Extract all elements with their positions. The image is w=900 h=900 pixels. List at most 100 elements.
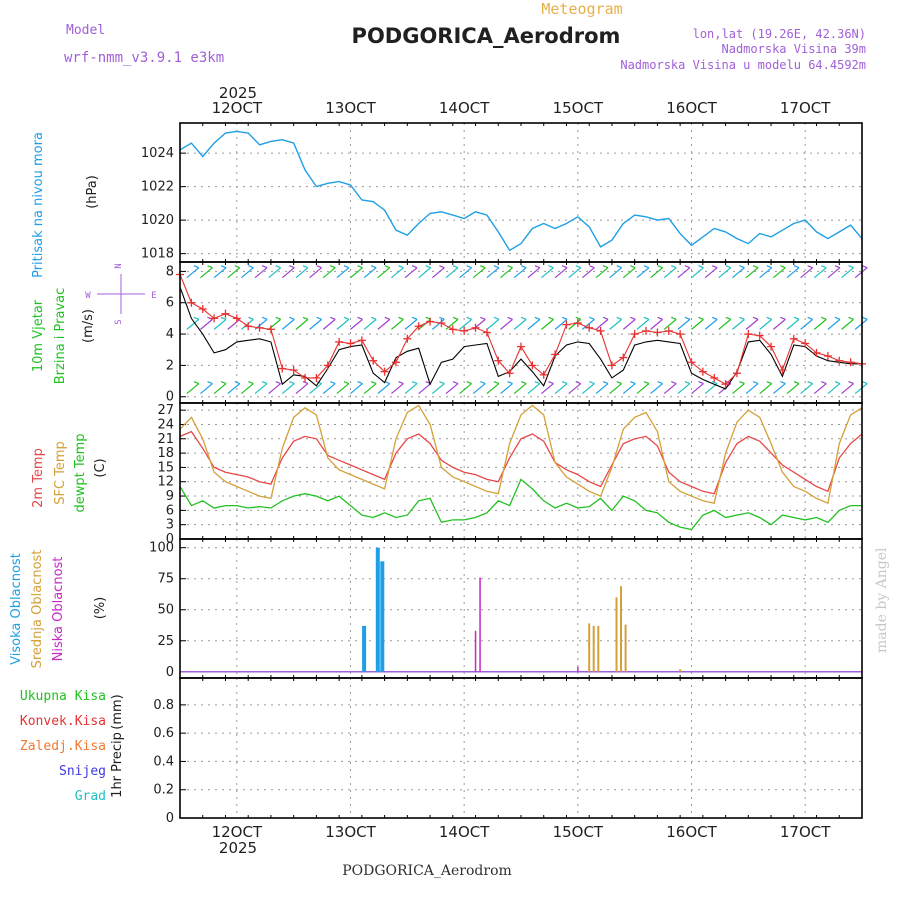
- wind-barb: [452, 316, 459, 320]
- x-tick-label-bottom: 14OCT: [439, 823, 490, 841]
- wind-barb: [302, 316, 309, 320]
- wind-barb: [561, 381, 568, 385]
- wind-barb: [261, 381, 268, 385]
- precip-ylabel: 1hr Precip: [110, 732, 125, 798]
- wind-barb: [827, 318, 841, 330]
- wind-barb: [725, 265, 732, 269]
- y-tick-label: 4: [166, 327, 174, 342]
- wind-barb: [609, 318, 623, 330]
- wind-barb: [336, 318, 350, 330]
- temp-ylabel-3: dewpt Temp: [73, 433, 88, 512]
- wind-barb: [786, 383, 800, 395]
- wind-barb: [363, 383, 377, 395]
- wind-barb: [541, 318, 554, 330]
- wind-barb: [541, 267, 554, 279]
- model-elevation: Nadmorska Visina u modelu 64.4592m: [620, 58, 866, 72]
- wind-barb: [493, 381, 500, 385]
- wind-barb: [636, 267, 650, 279]
- wind-ylabel-2: Brzina i Pravac: [53, 288, 68, 385]
- wind-barb: [841, 383, 854, 395]
- wind-barb: [704, 383, 718, 395]
- wind-barb: [240, 267, 254, 279]
- y-tick-label: 25: [157, 634, 174, 649]
- wind-barb: [766, 265, 772, 269]
- wind-barb: [411, 381, 418, 385]
- wind-barb: [752, 381, 759, 385]
- cloud-bar: [474, 630, 477, 672]
- wind-barb: [289, 381, 295, 385]
- wind-barb: [309, 383, 322, 395]
- credit-text: made by Angel: [874, 547, 890, 653]
- wind-unit: (m/s): [81, 309, 96, 343]
- wind-barb: [534, 265, 541, 269]
- wind-barb: [472, 383, 486, 395]
- wind-barb: [431, 318, 445, 330]
- wind-barb: [766, 381, 772, 385]
- wind-barb: [548, 316, 554, 320]
- wind-barb: [357, 316, 363, 320]
- wind-barb: [813, 383, 827, 395]
- wind-barb: [520, 381, 527, 385]
- wind-barb: [807, 381, 813, 385]
- y-tick-label: 12: [157, 475, 174, 490]
- wind-barb: [589, 265, 595, 269]
- wind-barb: [691, 267, 704, 279]
- wind-barb: [575, 316, 581, 320]
- legend-grad: Grad: [75, 789, 106, 804]
- wind-barb: [800, 318, 814, 330]
- wind-barb: [431, 383, 445, 395]
- temp-series-line: [179, 404, 863, 505]
- year-label-bottom: 2025: [219, 839, 257, 857]
- wind-barb: [704, 318, 718, 330]
- wind-barb: [670, 381, 677, 385]
- wind-barb: [240, 383, 254, 395]
- wind-barb: [193, 381, 200, 385]
- y-tick-label: 24: [157, 417, 174, 432]
- wind-barb: [350, 383, 363, 395]
- cloud-ylabel-2: Srednja Oblacnost: [30, 550, 45, 669]
- wind-barb: [698, 381, 704, 385]
- wind-barb: [759, 318, 773, 330]
- x-tick-label-bottom: 15OCT: [553, 823, 604, 841]
- wind-barb: [200, 267, 213, 279]
- x-tick-label-top: 17OCT: [780, 99, 831, 117]
- wind-barb: [343, 265, 350, 269]
- wind-barb: [684, 381, 691, 385]
- wind-barb: [200, 318, 213, 330]
- station-elevation: Nadmorska Visina 39m: [722, 42, 867, 56]
- wind-barb: [200, 383, 213, 395]
- precip-legend: Ukupna Kisa Konvek.Kisa Zaledj.Kisa Snij…: [20, 689, 106, 804]
- wind-barb: [480, 381, 486, 385]
- wind-barb: [411, 316, 418, 320]
- wind-barb: [834, 381, 841, 385]
- wind-barb: [322, 267, 336, 279]
- wind-barb: [220, 381, 227, 385]
- wind-barb: [384, 381, 391, 385]
- wind-barb: [616, 265, 622, 269]
- y-tick-label: 8: [166, 264, 174, 279]
- wind-barb: [309, 318, 322, 330]
- wind-barb: [821, 381, 827, 385]
- wind-barb: [841, 267, 854, 279]
- wind-barb: [520, 316, 527, 320]
- wind-barb: [711, 265, 718, 269]
- y-tick-label: 6: [166, 296, 174, 311]
- wind-barb: [234, 265, 240, 269]
- y-tick-label: 3: [166, 518, 174, 533]
- wind-barb: [439, 316, 445, 320]
- x-tick-label-bottom: 17OCT: [780, 823, 831, 841]
- wind-barb: [336, 267, 350, 279]
- wind-barb: [404, 318, 418, 330]
- y-tick-label: 0: [166, 390, 174, 405]
- wind-barb: [329, 381, 336, 385]
- y-tick-label: 0: [166, 811, 174, 826]
- y-tick-label: 0.4: [153, 754, 174, 769]
- wind-barb: [527, 383, 541, 395]
- wind-barb: [772, 383, 786, 395]
- wind-barb: [213, 267, 227, 279]
- wind-barb: [227, 267, 241, 279]
- cloud-unit: (%): [93, 597, 108, 620]
- temp-unit: (C): [93, 458, 108, 477]
- wind-barb: [636, 383, 650, 395]
